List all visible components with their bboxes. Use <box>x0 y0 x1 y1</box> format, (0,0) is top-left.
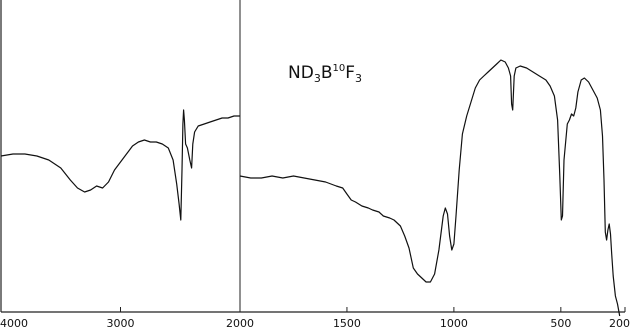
annotation-mid: B <box>321 63 333 83</box>
x-tick-label: 1500 <box>333 317 361 330</box>
x-tick-label: 500 <box>550 317 571 330</box>
x-tick-label: 2000 <box>226 317 254 330</box>
x-tick-label: 4000 <box>0 317 28 330</box>
x-tick-label: 200 <box>609 317 630 330</box>
annotation-base: ND <box>288 63 314 83</box>
spectrum-trace-panel-2 <box>239 59 621 317</box>
x-ticks: 4000 3000 2000 1500 1000 500 200 <box>0 307 630 330</box>
spectrum-trace-panel-1 <box>0 109 240 221</box>
annotation-sup: 10 <box>332 63 345 74</box>
annotation-sub1: 3 <box>314 72 321 85</box>
annotation-end: F <box>345 63 355 83</box>
compound-annotation: ND3B10F3 <box>288 63 362 85</box>
x-tick-label: 3000 <box>107 317 135 330</box>
plot-frame <box>0 0 625 313</box>
annotation-sub2: 3 <box>355 72 362 85</box>
spectrum-traces <box>0 59 621 317</box>
x-tick-label: 1000 <box>440 317 468 330</box>
